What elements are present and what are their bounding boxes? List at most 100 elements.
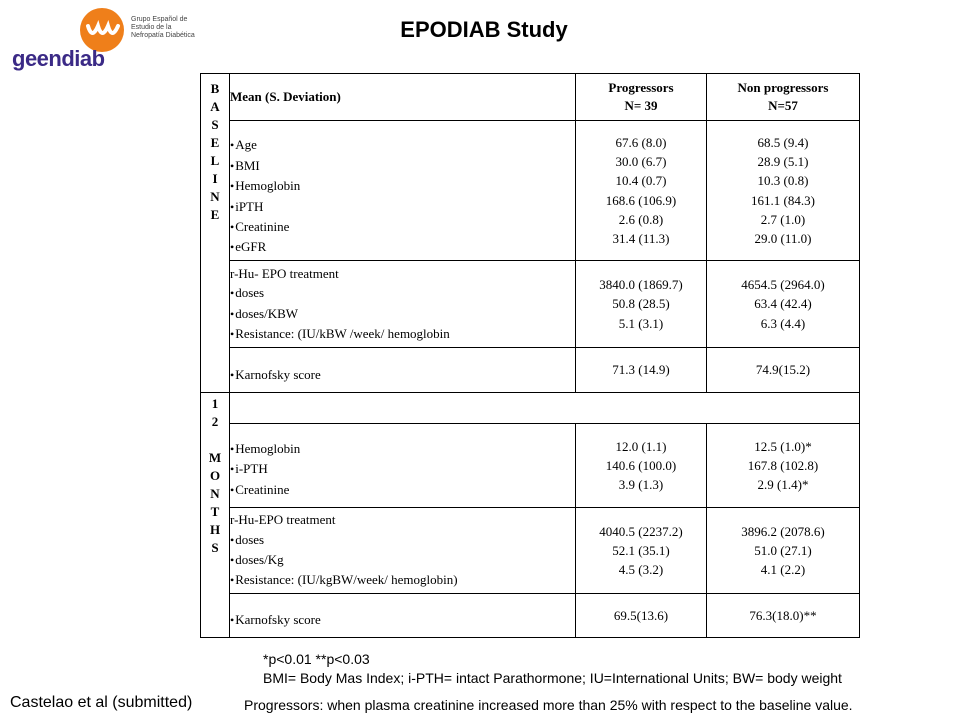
header-non-progressors: Non progressors N=57 (706, 73, 860, 121)
row-items: r-Hu- EPO treatment dosesdoses/KBWResista… (229, 260, 576, 348)
section-label-letter: O (209, 468, 221, 483)
value-progressors: 4040.5 (2237.2) (599, 523, 683, 539)
geendiab-logo: Grupo Español de Estudio de la Nefropatía … (8, 6, 208, 71)
table-row: Karnofsky score 69.5(13.6) 76.3(18.0)** (201, 593, 860, 638)
value-progressors: 67.6 (8.0) (615, 134, 667, 150)
value-progressors: 30.0 (6.7) (615, 154, 667, 170)
section-label-letter: B (210, 81, 220, 96)
value-progressors: 50.8 (28.5) (612, 296, 670, 312)
section-label-letter: H (209, 522, 221, 537)
value-progressors: 69.5(13.6) (613, 607, 669, 623)
row-item-label: Creatinine (230, 217, 575, 237)
value-progressors: 3.9 (1.3) (618, 477, 664, 493)
section-label-letter: E (210, 207, 220, 222)
section-label-letter: S (211, 540, 219, 555)
value-non-progressors: 167.8 (102.8) (747, 457, 819, 473)
table-row: r-Hu-EPO treatment dosesdoses/KgResistanc… (201, 507, 860, 594)
row-progressors-values: 4040.5 (2237.2) 52.1 (35.1) 4.5 (3.2) (575, 507, 707, 594)
row-non-progressors-values: 4654.5 (2964.0) 63.4 (42.4) 6.3 (4.4) (706, 260, 860, 348)
row-item-label: iPTH (230, 197, 575, 217)
row-item-label: Karnofsky score (230, 365, 575, 385)
progressors-definition: Progressors: when plasma creatinine incr… (244, 697, 853, 713)
citation: Castelao et al (submitted) (10, 694, 193, 711)
value-non-progressors: 12.5 (1.0)* (754, 438, 812, 454)
section-label-letter: L (210, 153, 220, 168)
value-progressors: 3840.0 (1869.7) (599, 277, 683, 293)
row-item-label: doses (230, 530, 575, 550)
row-progressors-values: 67.6 (8.0) 30.0 (6.7) 10.4 (0.7) 168.6 (106… (575, 120, 707, 261)
row-items: Karnofsky score (229, 347, 576, 393)
section-label-letter: 1 (211, 396, 219, 411)
row-items: Karnofsky score (229, 593, 576, 638)
value-non-progressors: 161.1 (84.3) (751, 192, 815, 208)
table-row: Karnofsky score 71.3 (14.9) 74.9(15.2) (201, 347, 860, 393)
table-row: r-Hu- EPO treatment dosesdoses/KBWResista… (201, 260, 860, 348)
row-item-label: doses/KBW (230, 304, 575, 324)
section-label-letter: S (211, 117, 219, 132)
section-label-letter: I (212, 171, 218, 186)
row-item-label: Creatinine (230, 480, 575, 500)
row-item-label: doses/Kg (230, 550, 575, 570)
row-group-title: r-Hu-EPO treatment (230, 512, 336, 528)
value-progressors: 10.4 (0.7) (615, 173, 667, 189)
row-item-label: i-PTH (230, 459, 575, 479)
row-items: AgeBMIHemoglobiniPTHCreatinineeGFR (229, 120, 576, 261)
row-non-progressors-values: 68.5 (9.4) 28.9 (5.1) 10.3 (0.8) 161.1 (84.… (706, 120, 860, 261)
section-label-letter: N (210, 189, 220, 204)
section-label-letter: E (210, 135, 220, 150)
value-progressors: 12.0 (1.1) (615, 438, 667, 454)
row-item-label: Age (230, 135, 575, 155)
value-progressors: 71.3 (14.9) (612, 362, 670, 378)
logo-wordmark: geendiab (12, 46, 105, 71)
value-non-progressors: 2.9 (1.4)* (757, 477, 809, 493)
value-progressors: 140.6 (100.0) (605, 457, 677, 473)
row-item-label: Karnofsky score (230, 610, 575, 630)
header-progressors: Progressors N= 39 (575, 73, 707, 121)
value-non-progressors: 6.3 (4.4) (760, 315, 806, 331)
value-non-progressors: 4.1 (2.2) (760, 562, 806, 578)
value-progressors: 4.5 (3.2) (618, 562, 664, 578)
value-non-progressors: 10.3 (0.8) (757, 173, 809, 189)
page-title: EPODIAB Study (400, 17, 568, 42)
row-item-label: doses (230, 283, 575, 303)
row-items: Hemoglobini-PTHCreatinine (229, 423, 576, 508)
row-progressors-values: 71.3 (14.9) (575, 347, 707, 393)
section-label-letter: N (210, 486, 220, 501)
significance-note: *p<0.01 **p<0.03 (263, 651, 370, 667)
value-non-progressors: 63.4 (42.4) (754, 296, 812, 312)
row-item-label: Hemoglobin (230, 176, 575, 196)
row-item-label: Resistance: (IU/kgBW/week/ hemoglobin) (230, 570, 575, 590)
abbreviations-note: BMI= Body Mas Index; i-PTH= intact Parat… (263, 670, 842, 686)
row-item-label: Hemoglobin (230, 439, 575, 459)
row-item-label: eGFR (230, 237, 575, 257)
row-non-progressors-values: 12.5 (1.0)* 167.8 (102.8) 2.9 (1.4)* (706, 423, 860, 508)
value-non-progressors: 74.9(15.2) (755, 362, 811, 378)
empty-row (229, 392, 860, 424)
value-progressors: 2.6 (0.8) (618, 211, 664, 227)
section-label-letter: M (208, 450, 222, 465)
value-non-progressors: 3896.2 (2078.6) (741, 523, 825, 539)
value-non-progressors: 4654.5 (2964.0) (741, 277, 825, 293)
value-non-progressors: 76.3(18.0)** (749, 607, 817, 623)
table-row: Hemoglobini-PTHCreatinine 12.0 (1.1) 140.… (201, 423, 860, 508)
logo-org-name: Grupo Español de Estudio de la Nefropatía … (131, 16, 195, 39)
value-progressors: 52.1 (35.1) (612, 542, 670, 558)
row-items: r-Hu-EPO treatment dosesdoses/KgResistanc… (229, 507, 576, 594)
table-row: AgeBMIHemoglobiniPTHCreatinineeGFR 67.6 … (201, 120, 860, 261)
value-progressors: 5.1 (3.1) (618, 315, 664, 331)
value-non-progressors: 51.0 (27.1) (754, 542, 812, 558)
value-non-progressors: 68.5 (9.4) (757, 134, 809, 150)
value-non-progressors: 29.0 (11.0) (754, 230, 812, 246)
row-item-label: BMI (230, 156, 575, 176)
row-progressors-values: 3840.0 (1869.7) 50.8 (28.5) 5.1 (3.1) (575, 260, 707, 348)
section-label-letter: T (210, 504, 220, 519)
section-label-letter (201, 431, 229, 449)
row-non-progressors-values: 76.3(18.0)** (706, 593, 860, 638)
row-non-progressors-values: 74.9(15.2) (706, 347, 860, 393)
row-progressors-values: 12.0 (1.1) 140.6 (100.0) 3.9 (1.3) (575, 423, 707, 508)
row-progressors-values: 69.5(13.6) (575, 593, 707, 638)
header-mean-sd: Mean (S. Deviation) (229, 73, 576, 121)
